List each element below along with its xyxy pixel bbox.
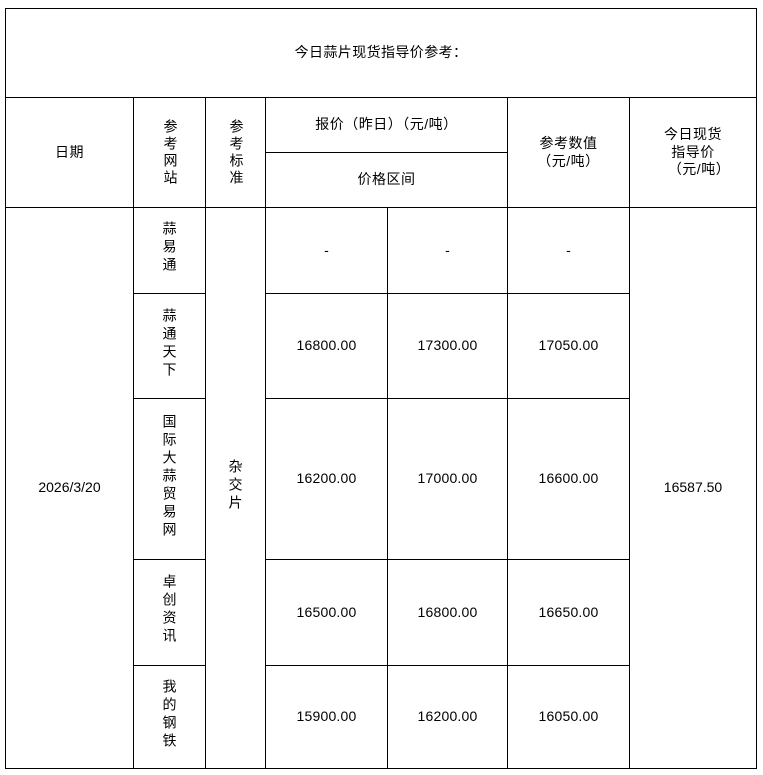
cell-price-high: 16200.00 — [387, 665, 508, 769]
table-row: 蒜通天下 16800.00 17300.00 17050.00 — [6, 293, 757, 399]
header-standard: 参考标准 — [205, 97, 266, 208]
cell-site-text: 我的钢铁 — [161, 678, 178, 751]
table-row: 2026/3/20 蒜易通 杂交片 - - - 16587.50 — [5, 207, 758, 769]
header-row-2: 价格区间 — [6, 152, 757, 208]
header-quote-yesterday: 报价（昨日）（元/吨） — [265, 97, 508, 153]
cell-reference-value: 16050.00 — [507, 665, 630, 769]
cell-price-high: - — [387, 207, 508, 294]
header-reference-value: 参考数值 （元/吨） — [507, 97, 630, 208]
header-reference-value-line2: （元/吨） — [537, 152, 600, 169]
cell-price-low: 16200.00 — [265, 398, 388, 560]
title-row: 今日蒜片现货指导价参考： — [4, 8, 758, 98]
cell-reference-value: - — [507, 207, 630, 294]
header-row-1: 日期 参考网站 参考标准 报价（昨日）（元/吨） 参考数值 （元/吨） 今日现货… — [5, 97, 758, 208]
cell-reference-value: 17050.00 — [507, 293, 630, 399]
cell-standard-text: 杂交片 — [227, 458, 244, 513]
cell-price-low: 16800.00 — [265, 293, 388, 399]
table-row: 卓创资讯 16500.00 16800.00 16650.00 — [6, 559, 757, 666]
cell-price-high: 17000.00 — [387, 398, 508, 560]
cell-site-text: 蒜通天下 — [161, 307, 178, 380]
cell-site-text: 蒜易通 — [161, 221, 178, 276]
header-spot-guide-price: 今日现货 指导价 （元/吨） — [628, 97, 758, 208]
cell-date: 2026/3/20 — [5, 207, 134, 769]
cell-price-low: - — [265, 207, 388, 294]
header-spot-guide-line3: （元/吨） — [667, 161, 731, 178]
table-row: 我的钢铁 15900.00 16200.00 16050.00 — [6, 665, 757, 769]
cell-price-high: 16800.00 — [387, 559, 508, 666]
cell-site: 国际大蒜贸易网 — [133, 398, 206, 560]
page-title: 今日蒜片现货指导价参考： — [4, 8, 758, 98]
table-row: 国际大蒜贸易网 16200.00 17000.00 16600.00 — [6, 398, 757, 560]
cell-price-low: 16500.00 — [265, 559, 388, 666]
price-reference-table: 今日蒜片现货指导价参考： 日期 参考网站 参考标准 报价（昨日）（元/吨） 参考… — [4, 8, 758, 769]
header-spot-guide-line2: 指导价 — [671, 143, 715, 160]
header-reference-value-line1: 参考数值 — [539, 134, 598, 151]
header-site: 参考网站 — [133, 97, 206, 208]
cell-site-text: 卓创资讯 — [161, 574, 178, 647]
cell-spot-guide-price: 16587.50 — [628, 207, 758, 769]
cell-site: 卓创资讯 — [133, 559, 206, 666]
cell-price-low: 15900.00 — [265, 665, 388, 769]
header-date: 日期 — [5, 97, 134, 208]
cell-site: 蒜通天下 — [133, 293, 206, 399]
cell-site: 蒜易通 — [133, 207, 206, 294]
cell-reference-value: 16650.00 — [507, 559, 630, 666]
header-spot-guide-line1: 今日现货 — [664, 125, 722, 142]
cell-site-text: 国际大蒜贸易网 — [161, 413, 178, 540]
cell-reference-value: 16600.00 — [507, 398, 630, 560]
cell-price-high: 17300.00 — [387, 293, 508, 399]
cell-site: 我的钢铁 — [133, 665, 206, 769]
header-price-range: 价格区间 — [265, 152, 508, 208]
cell-standard: 杂交片 — [205, 207, 266, 769]
